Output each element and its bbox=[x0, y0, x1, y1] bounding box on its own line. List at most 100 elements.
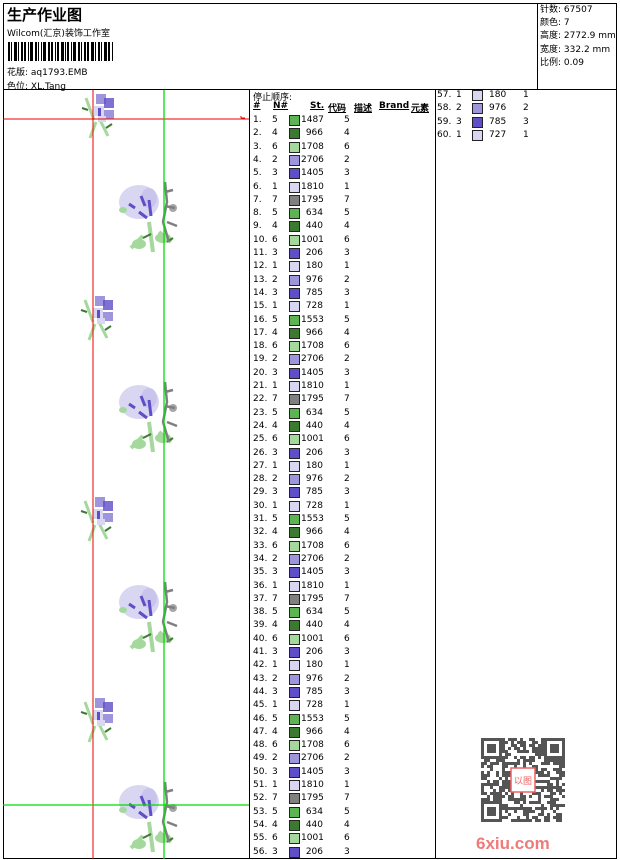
stitch-count: 1405 bbox=[301, 168, 324, 179]
needle-number: 5 bbox=[272, 208, 278, 219]
barcode bbox=[8, 42, 114, 61]
table-row: 7. 7 1795 7 bbox=[250, 194, 435, 207]
stitch-count: 1708 bbox=[301, 740, 324, 751]
stitch-count: 966 bbox=[305, 527, 323, 538]
row-index: 8. bbox=[253, 208, 262, 219]
stitch-count: 634 bbox=[305, 806, 323, 817]
color-code: 1 bbox=[523, 129, 529, 140]
color-swatch bbox=[289, 474, 300, 486]
table-row: 59. 3 785 3 bbox=[436, 116, 617, 129]
needle-number: 1 bbox=[272, 460, 278, 471]
color-code: 1 bbox=[523, 90, 529, 100]
barcode-bar bbox=[38, 42, 40, 61]
stitch-count: 976 bbox=[305, 274, 323, 285]
stitch-count: 2706 bbox=[301, 753, 324, 764]
stitch-count: 785 bbox=[305, 287, 323, 298]
color-code: 1 bbox=[344, 261, 350, 272]
table-row: 43. 2 976 2 bbox=[250, 673, 435, 686]
needle-number: 4 bbox=[272, 527, 278, 538]
col-code: 代码 bbox=[328, 104, 347, 114]
stop-sequence-label: 停止顺序: bbox=[253, 93, 293, 103]
stitch-count: 1405 bbox=[301, 766, 324, 777]
color-swatch bbox=[289, 540, 300, 552]
needle-number: 6 bbox=[272, 540, 278, 551]
colorway-label: 色位: bbox=[7, 82, 29, 92]
color-code: 6 bbox=[344, 540, 350, 551]
barcode-bar bbox=[83, 42, 86, 61]
table-row: 18. 6 1708 6 bbox=[250, 340, 435, 353]
barcode-bar bbox=[27, 42, 29, 61]
row-index: 19. bbox=[253, 354, 268, 365]
needle-number: 1 bbox=[456, 129, 462, 140]
col-description: 描述 bbox=[354, 104, 373, 114]
color-swatch bbox=[289, 327, 300, 339]
needle-number: 1 bbox=[272, 301, 278, 312]
needle-number: 1 bbox=[272, 381, 278, 391]
color-code: 4 bbox=[344, 327, 350, 338]
row-index: 58. bbox=[437, 103, 452, 114]
table-row: 20. 3 1405 3 bbox=[250, 367, 435, 380]
barcode-bar bbox=[60, 42, 64, 61]
color-swatch bbox=[289, 766, 300, 778]
barcode-bar bbox=[11, 42, 13, 61]
barcode-bar bbox=[20, 42, 23, 61]
row-index: 46. bbox=[253, 713, 268, 724]
stitch-count: 180 bbox=[489, 90, 507, 100]
stat-height: 高度: 2772.9 mm bbox=[540, 31, 616, 42]
color-code: 5 bbox=[344, 607, 350, 618]
barcode-bar bbox=[70, 42, 72, 61]
color-code: 3 bbox=[344, 567, 350, 578]
color-swatch bbox=[289, 806, 300, 818]
color-swatch bbox=[289, 234, 300, 246]
needle-number: 3 bbox=[272, 367, 278, 378]
col-stitches: St. bbox=[310, 101, 325, 111]
color-code: 1 bbox=[344, 780, 350, 790]
barcode-bar bbox=[97, 42, 100, 61]
stitch-count: 440 bbox=[305, 620, 323, 631]
stitch-count: 1553 bbox=[301, 514, 324, 524]
needle-number: 7 bbox=[272, 593, 278, 604]
stitch-count: 1810 bbox=[301, 780, 324, 790]
row-index: 29. bbox=[253, 487, 268, 498]
row-index: 37. bbox=[253, 593, 268, 604]
table-row: 60. 1 727 1 bbox=[436, 129, 617, 142]
barcode-bar bbox=[18, 42, 20, 61]
table-row: 14. 3 785 3 bbox=[250, 287, 435, 300]
row-index: 50. bbox=[253, 766, 268, 777]
needle-number: 7 bbox=[272, 394, 278, 405]
needle-number: 2 bbox=[272, 274, 278, 285]
color-swatch bbox=[289, 394, 300, 406]
color-swatch bbox=[289, 740, 300, 752]
row-index: 12. bbox=[253, 261, 268, 272]
barcode-bar bbox=[43, 42, 47, 61]
needle-number: 4 bbox=[272, 221, 278, 232]
color-code: 3 bbox=[344, 287, 350, 298]
row-index: 13. bbox=[253, 274, 268, 285]
color-code: 2 bbox=[344, 354, 350, 365]
header: 生产作业图 Wilcom(汇京)装饰工作室 花版: aq1793.EMB 色位:… bbox=[3, 3, 617, 92]
color-code: 1 bbox=[344, 660, 350, 671]
stitch-count: 727 bbox=[489, 129, 507, 140]
color-code: 4 bbox=[344, 620, 350, 631]
color-code: 6 bbox=[344, 740, 350, 751]
row-index: 22. bbox=[253, 394, 268, 405]
barcode-bar bbox=[108, 42, 111, 61]
row-index: 21. bbox=[253, 381, 268, 391]
table-row: 26. 3 206 3 bbox=[250, 447, 435, 460]
row-index: 4. bbox=[253, 154, 262, 165]
table-row: 24. 4 440 4 bbox=[250, 420, 435, 433]
table-row: 13. 2 976 2 bbox=[250, 274, 435, 287]
color-code: 5 bbox=[344, 208, 350, 219]
table-row: 4. 2 2706 2 bbox=[250, 154, 435, 167]
row-index: 41. bbox=[253, 647, 268, 657]
row-index: 26. bbox=[253, 447, 268, 458]
company-name: Wilcom(汇京)装饰工作室 bbox=[7, 29, 110, 39]
needle-number: 3 bbox=[272, 248, 278, 258]
color-code: 1 bbox=[344, 700, 350, 711]
table-row: 1. 5 1487 5 bbox=[250, 114, 435, 127]
color-code: 5 bbox=[344, 713, 350, 724]
table-row: 36. 1 1810 1 bbox=[250, 580, 435, 593]
stitch-count: 2706 bbox=[301, 553, 324, 564]
table-row: 41. 3 206 3 bbox=[250, 646, 435, 659]
color-code: 2 bbox=[344, 474, 350, 485]
